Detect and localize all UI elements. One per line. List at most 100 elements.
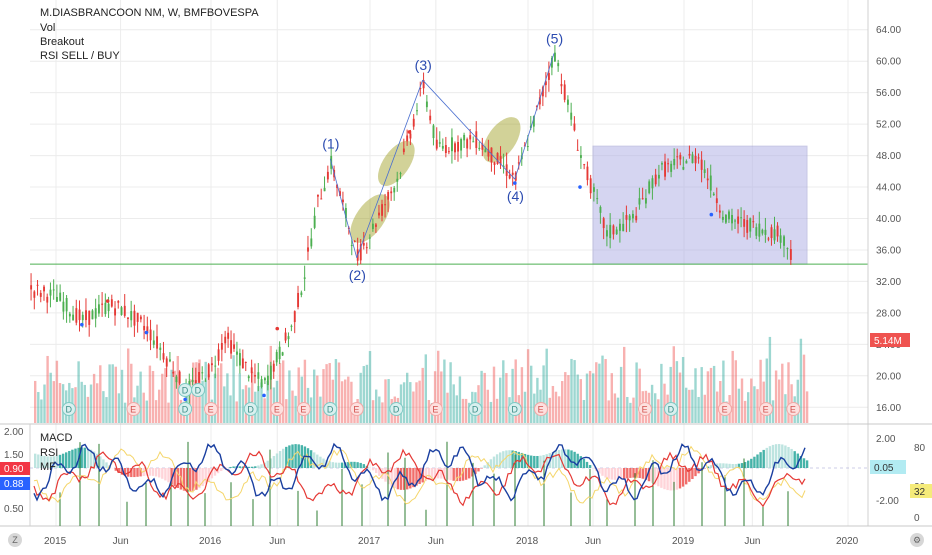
volume-bar xyxy=(502,360,504,423)
candle-body xyxy=(248,376,250,378)
candle-body xyxy=(475,131,477,148)
candle-body xyxy=(722,217,724,220)
volume-bar xyxy=(223,386,225,423)
candle-body xyxy=(104,303,106,314)
macd-bar xyxy=(570,450,572,468)
candle-body xyxy=(307,247,309,251)
candle-body xyxy=(596,198,598,199)
volume-bar xyxy=(108,364,110,423)
lower-right-tick-0: 2.00 xyxy=(876,434,896,445)
volume-bar xyxy=(490,402,492,423)
candle-body xyxy=(66,298,68,311)
candle-body xyxy=(554,53,556,62)
volume-bar xyxy=(623,347,625,423)
candle-body xyxy=(117,301,119,303)
volume-bar xyxy=(59,383,61,423)
candle-body xyxy=(478,148,480,149)
event-marker-label-0: D xyxy=(66,405,73,415)
candle-body xyxy=(494,162,496,165)
candle-body xyxy=(613,226,615,235)
x-tick-label-3: Jun xyxy=(269,536,285,547)
candle-body xyxy=(606,230,608,236)
volume-bar xyxy=(43,385,45,423)
volume-bar xyxy=(573,360,575,423)
legend-mf[interactable]: MF xyxy=(40,461,56,473)
candle-body xyxy=(777,226,779,237)
signal-dot-4 xyxy=(513,181,517,185)
candle-body xyxy=(69,314,71,317)
candle-body xyxy=(548,73,550,80)
z-icon[interactable]: Z xyxy=(8,533,22,547)
volume-bar xyxy=(694,368,696,423)
macd-bar xyxy=(539,456,541,468)
volume-bar xyxy=(322,369,324,423)
macd-bar xyxy=(632,468,634,478)
candle-body xyxy=(600,207,602,213)
candle-body xyxy=(218,349,220,360)
volume-bar xyxy=(589,371,591,423)
candle-body xyxy=(587,167,589,180)
volume-bar xyxy=(332,380,334,423)
event-marker-label-9: D xyxy=(393,405,400,415)
volume-bar xyxy=(276,381,278,423)
candle-body xyxy=(689,154,691,156)
macd-bar xyxy=(558,450,560,468)
candle-body xyxy=(655,175,657,185)
macd-bar xyxy=(68,451,70,468)
candle-body xyxy=(716,198,718,203)
lower-left-badge-text-1: 0.88 xyxy=(4,479,24,490)
candle-body xyxy=(363,243,365,246)
macd-bar xyxy=(298,444,300,468)
candle-body xyxy=(92,310,94,319)
candle-body xyxy=(88,311,90,325)
candle-body xyxy=(393,188,395,193)
candle-body xyxy=(469,135,471,139)
candle-body xyxy=(108,304,110,312)
volume-bar xyxy=(629,403,631,423)
macd-bar xyxy=(294,444,296,468)
candle-body xyxy=(746,220,748,233)
macd-bar xyxy=(536,456,538,468)
candle-body xyxy=(719,211,721,213)
volume-bar xyxy=(415,382,417,423)
candle-body xyxy=(297,293,299,307)
indicator-rsi-sell-buy[interactable]: RSI SELL / BUY xyxy=(40,50,120,62)
candle-body xyxy=(179,372,181,384)
legend-rsi[interactable]: RSI xyxy=(40,447,58,459)
indicator-breakout[interactable]: Breakout xyxy=(40,36,84,48)
candle-body xyxy=(95,308,97,318)
volume-bar xyxy=(697,397,699,423)
candle-body xyxy=(783,236,785,245)
signal-dot-3 xyxy=(262,394,266,398)
candle-body xyxy=(50,290,52,296)
gear-icon[interactable]: ⚙ xyxy=(910,533,924,547)
candle-body xyxy=(616,229,618,234)
volume-bar xyxy=(549,398,551,423)
lower-left-badge-text-0: 0.90 xyxy=(4,464,24,475)
macd-bar xyxy=(589,465,591,468)
event-marker-label-13: E xyxy=(538,405,544,415)
volume-bar xyxy=(316,376,318,423)
macd-bar xyxy=(360,463,362,468)
volume-bar xyxy=(96,383,98,423)
far-right-badge-text: 32 xyxy=(914,487,926,498)
event-marker-label-17: E xyxy=(763,405,769,415)
indicator-vol[interactable]: Vol xyxy=(40,22,55,34)
macd-bar xyxy=(220,468,222,471)
volume-bar xyxy=(456,395,458,423)
candle-body xyxy=(375,224,377,226)
signal-dot-7 xyxy=(106,299,110,303)
signal-dot-5 xyxy=(578,185,582,189)
event-marker-label-2: D xyxy=(182,405,189,415)
volume-bar xyxy=(425,354,427,423)
legend-macd[interactable]: MACD xyxy=(40,432,72,444)
event-marker-label-15: D xyxy=(668,405,675,415)
macd-bar xyxy=(679,468,681,488)
event-marker-label-5: E xyxy=(274,405,280,415)
candle-body xyxy=(75,308,77,323)
candle-body xyxy=(570,113,572,120)
candle-body xyxy=(635,216,637,220)
volume-bar xyxy=(527,349,529,423)
